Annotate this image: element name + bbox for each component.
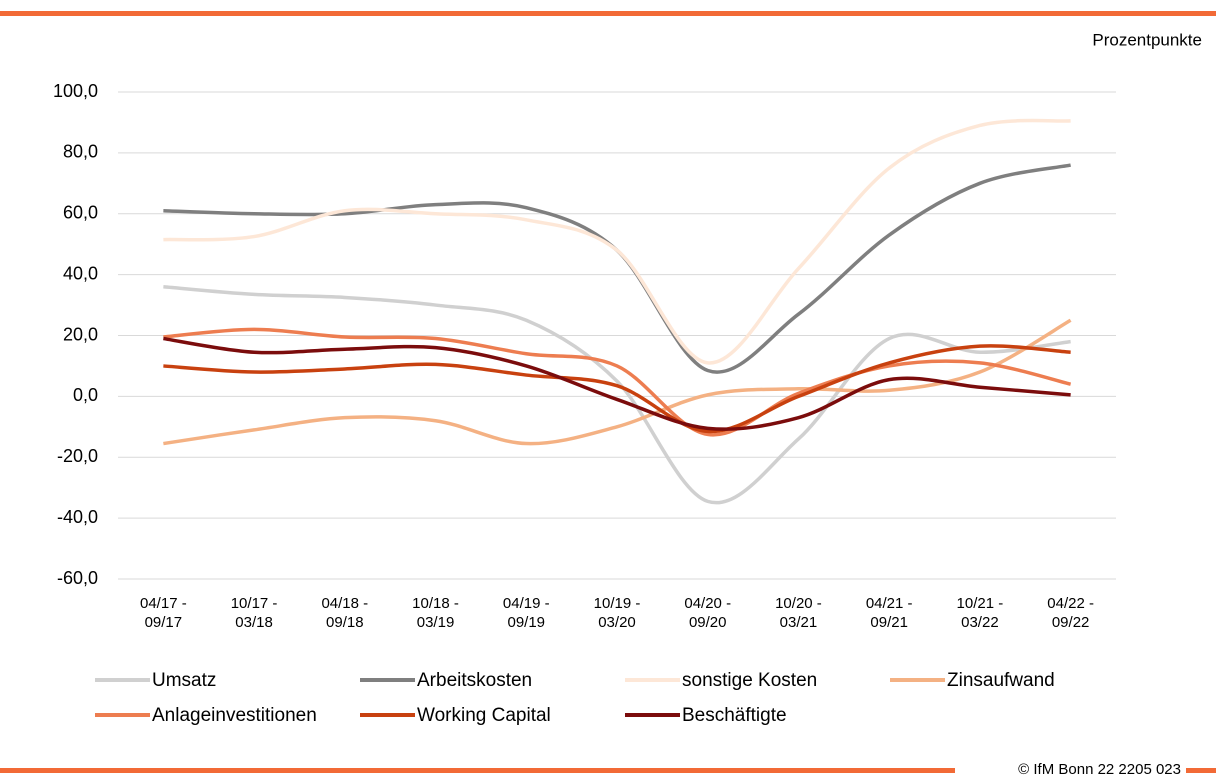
y-tick-label: -40,0 bbox=[57, 507, 98, 527]
x-tick-label: 10/17 - 03/18 bbox=[230, 595, 278, 631]
legend-label: Anlageinvestitionen bbox=[152, 705, 317, 726]
y-tick-label: 0,0 bbox=[73, 385, 98, 405]
x-tick-label: 04/21 - 09/21 bbox=[865, 595, 913, 631]
y-tick-label: 60,0 bbox=[63, 203, 98, 223]
line bbox=[163, 118, 1071, 365]
line bbox=[163, 318, 1072, 446]
y-tick-label: -60,0 bbox=[57, 568, 98, 588]
y-unit: Prozentpunkte bbox=[1092, 30, 1202, 49]
x-tick-label: 04/19 - 09/19 bbox=[502, 595, 550, 631]
line bbox=[163, 327, 1072, 437]
y-tick-label: 40,0 bbox=[63, 263, 98, 283]
bottom-bar bbox=[1186, 768, 1216, 773]
x-tick-label: 10/18 - 03/19 bbox=[412, 595, 459, 631]
legend-label: Zinsaufwand bbox=[947, 670, 1055, 691]
line bbox=[163, 285, 1071, 505]
y-tick-label: 80,0 bbox=[63, 142, 98, 162]
legend-label: sonstige Kosten bbox=[682, 670, 817, 691]
footer: © IfM Bonn 22 2205 023 bbox=[1018, 761, 1181, 776]
x-tick-label: 10/19 - 03/20 bbox=[593, 595, 641, 631]
x-tick-label: 04/17 - 09/17 bbox=[140, 595, 187, 631]
x-tick-label: 10/21 - 03/22 bbox=[956, 595, 1004, 631]
bottom-bar bbox=[0, 768, 955, 773]
top-bar bbox=[0, 11, 1216, 16]
line bbox=[163, 344, 1071, 434]
legend-label: Beschäftigte bbox=[682, 705, 787, 726]
y-tick-label: 20,0 bbox=[63, 324, 98, 344]
x-tick-label: 04/20 - 09/20 bbox=[684, 595, 732, 631]
legend-label: Arbeitskosten bbox=[417, 670, 532, 691]
legend-label: Working Capital bbox=[417, 705, 551, 726]
line bbox=[163, 336, 1071, 431]
y-tick-label: 100,0 bbox=[53, 81, 98, 101]
y-tick-label: -20,0 bbox=[57, 446, 98, 466]
x-tick-label: 10/20 - 03/21 bbox=[775, 595, 822, 631]
x-tick-label: 04/18 - 09/18 bbox=[321, 595, 369, 631]
x-tick-label: 04/22 - 09/22 bbox=[1047, 595, 1094, 631]
legend-label: Umsatz bbox=[152, 670, 216, 691]
